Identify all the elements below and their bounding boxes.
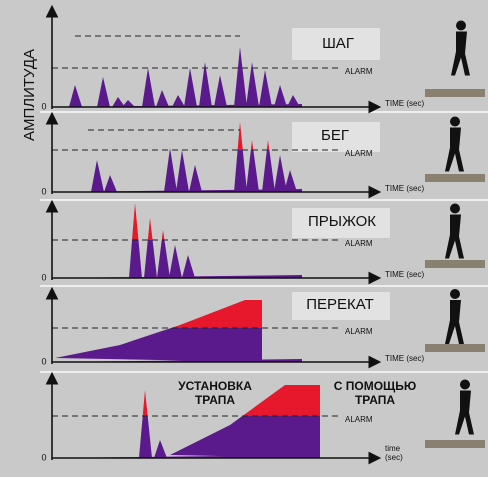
origin-label: 0 [41,356,46,366]
ground [425,174,485,182]
time-label: TIME (sec) [385,184,424,193]
ground [425,440,485,448]
origin-label: 0 [41,452,46,462]
figure-head [450,203,460,214]
alarm-label: ALARM [345,415,373,424]
origin-label: 0 [41,186,46,196]
figure-body [445,300,464,344]
time-label: TIME (sec) [385,354,424,363]
event-label: ШАГ [322,35,354,52]
event-label: ПРЫЖОК [308,213,376,230]
time-label: TIME (sec) [385,99,424,108]
event-label: ПЕРЕКАТ [306,296,374,313]
event-label: ТРАПА [355,393,395,407]
figure-body [455,390,474,435]
figure-body [451,31,470,76]
event-label: ТРАПА [195,393,235,407]
label-box [292,292,390,320]
alarm-label: ALARM [345,239,373,248]
label-box [292,208,390,238]
ground [425,89,485,97]
ground [425,344,485,352]
alarm-label: ALARM [345,67,373,76]
waveform-alarm [142,385,320,416]
origin-label: 0 [41,101,46,111]
waveform-alarm [171,300,262,328]
label-box [292,122,380,152]
y-axis-label: АМПЛИТУДА [21,49,38,141]
waveform [52,150,302,192]
waveform [52,328,302,362]
figure-body [445,214,464,259]
waveform-alarm [132,203,165,240]
figure-head [450,116,460,127]
origin-label: 0 [41,272,46,282]
waveform [52,68,302,107]
figure-head [460,379,470,390]
time-label: (sec) [385,453,403,462]
figure-head [456,20,466,31]
figure-head [450,289,460,299]
figure-body [445,127,464,172]
alarm-label: ALARM [345,327,373,336]
label-box [292,28,380,60]
alarm-label: ALARM [345,149,373,158]
event-label: УСТАНОВКА [178,379,252,393]
ground [425,260,485,268]
event-label: БЕГ [321,127,349,144]
event-label: С ПОМОЩЬЮ [334,379,417,393]
time-label: TIME (sec) [385,270,424,279]
waveform [52,240,302,278]
waveform [52,416,320,458]
time-label: time [385,444,401,453]
